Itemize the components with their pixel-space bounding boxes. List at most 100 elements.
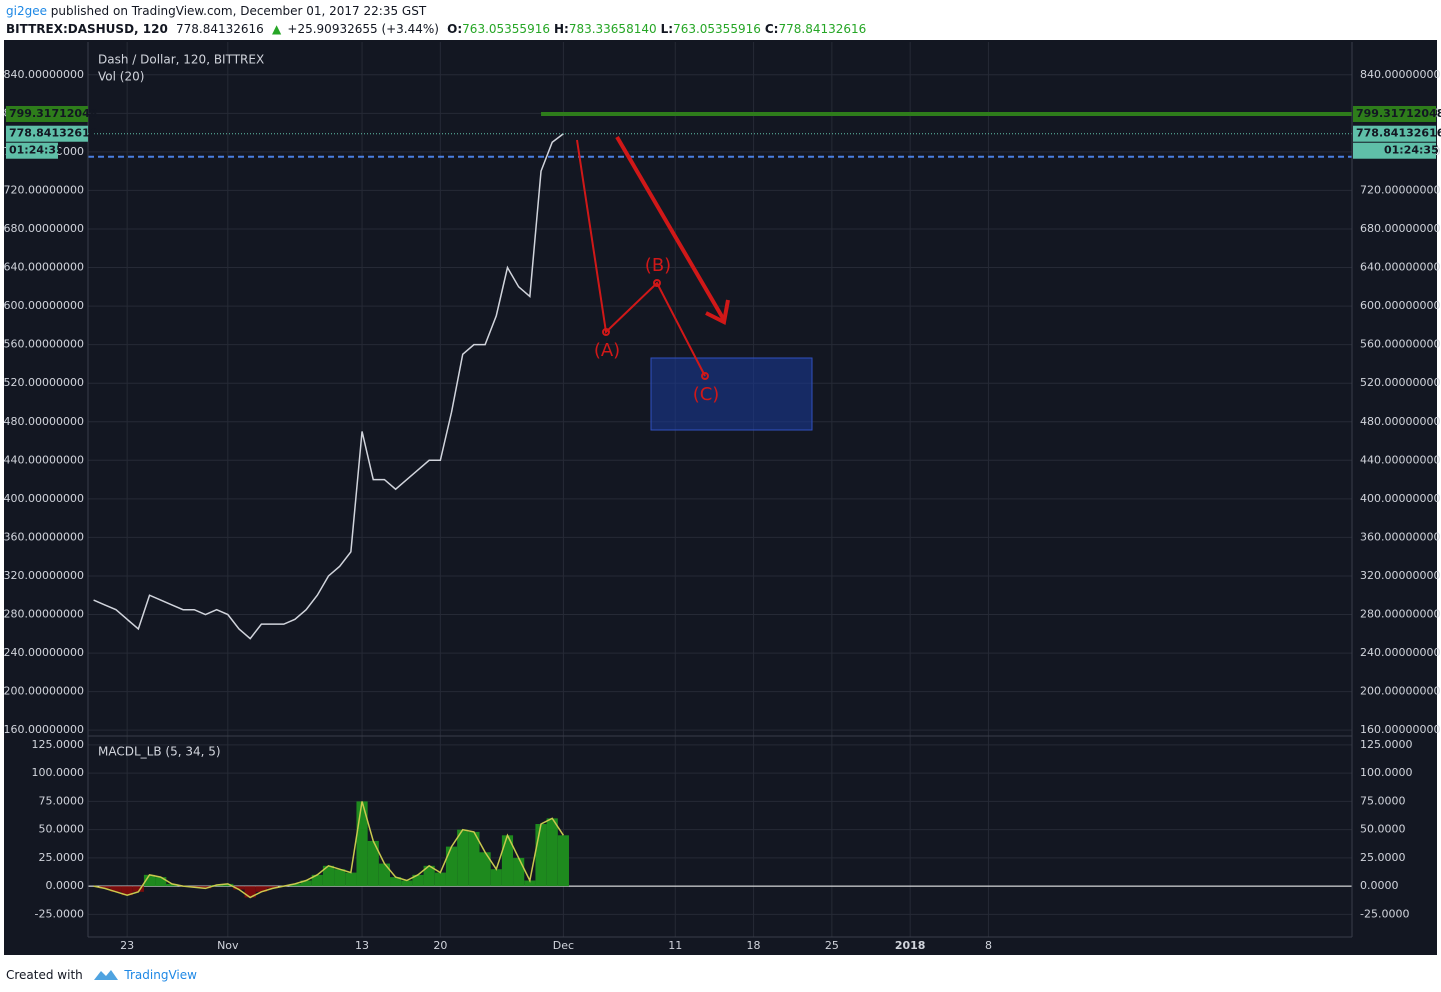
macd-bar [423, 865, 435, 887]
macd-bar [501, 835, 514, 887]
macd-bar [143, 874, 156, 887]
countdown-box [6, 142, 58, 159]
y-tick-label: 640.00000000 [1360, 261, 1440, 274]
ohlc: O:763.05355916 H:783.33658140 L:763.053559… [447, 22, 870, 36]
wave-point [653, 279, 661, 287]
macd-bar [378, 863, 391, 887]
x-tick-label: 2018 [895, 939, 926, 952]
brand[interactable]: TradingView [124, 968, 197, 982]
arrow-shaft [615, 135, 726, 322]
macd-bar [166, 883, 178, 887]
y-tick-label: 75.0000 [39, 794, 85, 807]
macd-bar [367, 840, 379, 887]
macd-bar [401, 880, 413, 887]
y-tick-label: 0.0000 [1360, 879, 1399, 892]
y-tick-label: 50.0000 [39, 823, 85, 836]
author[interactable]: gi2gee [6, 4, 47, 18]
y-tick-label: 520.00000000 [4, 376, 84, 389]
change: +25.90932655 (+3.44%) [287, 22, 439, 36]
y-tick-label: 720.00000000 [4, 183, 84, 196]
x-tick-label: 11 [668, 939, 682, 952]
created-with: Created with [6, 968, 83, 982]
x-tick-label: 8 [985, 939, 992, 952]
y-tick-label: 440.00000000 [4, 453, 84, 466]
macd-bar [412, 874, 424, 887]
wave-label: (C) [693, 384, 720, 405]
y-tick-label: 680.00000000 [1360, 222, 1440, 235]
ohlc-value: 783.33658140 [568, 22, 657, 36]
ohlc-key: C: [764, 22, 779, 36]
x-tick-label: 20 [433, 939, 447, 952]
price-box-label: 799.31712048 [9, 107, 97, 120]
symbol: BITTREX:DASHUSD, 120 [6, 22, 168, 36]
y-tick-label: 520.00000000 [1360, 376, 1440, 389]
price-box-label: 778.84132616 [1356, 127, 1441, 140]
y-tick-label: 320.00000000 [4, 569, 84, 582]
macd-bar [546, 818, 558, 887]
macd-bar [322, 865, 335, 887]
x-tick-label: 18 [747, 939, 761, 952]
y-tick-label: 25.0000 [39, 851, 85, 864]
macd-bar [255, 886, 267, 892]
wave-point [602, 328, 610, 336]
countdown: 01:24:35 [9, 144, 64, 157]
macd-bar [457, 829, 469, 887]
y-tick-label: 480.00000000 [1360, 415, 1440, 428]
macd-bar [345, 872, 357, 887]
x-tick-label: 25 [825, 939, 839, 952]
macd-bar [468, 831, 480, 887]
chart-background [4, 40, 1437, 955]
y-tick-label: 280.00000000 [1360, 608, 1440, 621]
y-tick-label: 720.00000000 [1360, 183, 1440, 196]
macd-bar [222, 883, 234, 887]
price-box [1353, 125, 1436, 142]
y-tick-label: 100.0000 [1360, 766, 1413, 779]
y-tick-label: 600.00000000 [4, 299, 84, 312]
arrow-head [705, 299, 730, 325]
wave-label: (B) [645, 255, 671, 276]
wave-label: (A) [594, 340, 620, 361]
y-tick-label: 560.00000000 [4, 338, 84, 351]
macd-bar [390, 877, 402, 887]
y-tick-label: 160.00000000 [1360, 723, 1440, 736]
footer: Created with TradingView [6, 965, 197, 982]
macd-bar [233, 886, 245, 890]
x-tick-label: 13 [355, 939, 369, 952]
x-tick-label: 23 [120, 939, 134, 952]
y-tick-label: 200.00000000 [4, 685, 84, 698]
y-tick-label: 360.00000000 [4, 530, 84, 543]
macd-bar [445, 846, 458, 887]
macd-bar [490, 869, 502, 887]
ohlc-value: 763.05355916 [673, 22, 761, 36]
macd-bar [524, 880, 536, 887]
macd-bar [434, 872, 446, 887]
price-line [93, 133, 564, 640]
y-tick-label: 440.00000000 [1360, 453, 1440, 466]
ohlc-key: L: [660, 22, 674, 36]
y-tick-label: 560.00000000 [1360, 338, 1440, 351]
last-price: 778.84132616 [176, 22, 264, 36]
y-tick-label: -25.0000 [35, 907, 84, 920]
macd-bar [155, 877, 167, 887]
x-tick-label: Dec [553, 939, 574, 952]
change-arrow: ▲ [271, 22, 282, 36]
macd-bar [110, 886, 122, 892]
y-tick-label: 640.00000000 [4, 261, 84, 274]
y-tick-label: 0.0000 [46, 879, 85, 892]
y-tick-label: 680.00000000 [4, 222, 84, 235]
y-tick-label: 320.00000000 [1360, 569, 1440, 582]
price-box [1353, 105, 1436, 122]
macd-bar [99, 886, 111, 889]
pane-title: Dash / Dollar, 120, BITTREX [98, 53, 264, 67]
ohlc-key: H: [553, 22, 569, 36]
wave-drawing [576, 135, 730, 380]
macd-bar [334, 869, 346, 887]
y-tick-label: 50.0000 [1360, 823, 1406, 836]
macd-bar [311, 874, 323, 887]
macd-bar [132, 886, 144, 892]
macd-bar [289, 883, 301, 887]
macd-bar [513, 857, 525, 887]
ohlc-key: O: [447, 22, 463, 36]
